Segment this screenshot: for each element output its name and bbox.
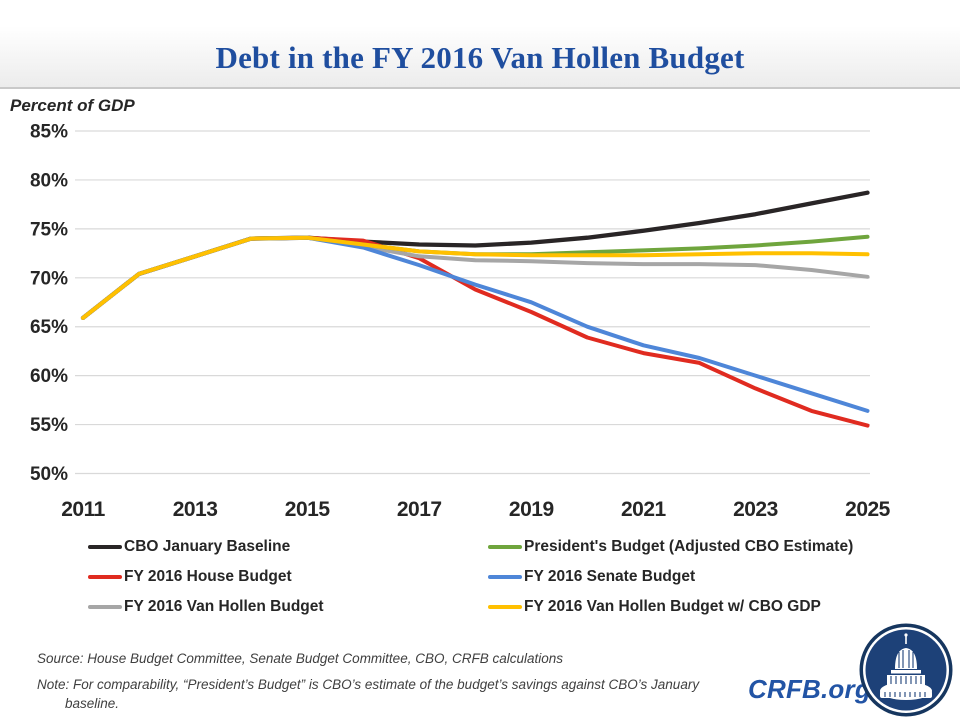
legend-item-president-s-budget-adjusted-cbo-estimate: President's Budget (Adjusted CBO Estimat…	[488, 532, 853, 562]
legend-swatch-fy-2016-van-hollen-budget	[88, 604, 122, 610]
legend-label: FY 2016 Van Hollen Budget	[124, 598, 324, 615]
legend-item-fy-2016-house-budget: FY 2016 House Budget	[88, 562, 324, 592]
legend-item-fy-2016-van-hollen-budget: FY 2016 Van Hollen Budget	[88, 592, 324, 622]
page-title: Debt in the FY 2016 Van Hollen Budget	[215, 40, 745, 75]
y-tick-label-60%: 60%	[30, 366, 68, 387]
x-tick-label-2025: 2025	[845, 498, 891, 521]
y-tick-label-70%: 70%	[30, 268, 68, 289]
x-tick-label-2011: 2011	[61, 498, 105, 521]
x-tick-label-2017: 2017	[397, 498, 442, 521]
legend-label: President's Budget (Adjusted CBO Estimat…	[524, 538, 854, 555]
capitol-columns	[884, 650, 926, 697]
legend-swatch-fy-2016-senate-budget	[488, 574, 522, 580]
series-line-fy-2016-van-hollen-budget-w-cbo-gdp	[81, 235, 870, 320]
legend-swatch-president-s-budget-adjusted-cbo-estimate	[488, 544, 522, 550]
footer: Source: House Budget Committee, Senate B…	[37, 651, 737, 714]
legend-label: FY 2016 Senate Budget	[524, 568, 696, 585]
chart-legend: CBO January Baseline FY 2016 House Budget…	[0, 532, 960, 624]
x-tick-label-2013: 2013	[173, 498, 218, 521]
legend-label: CBO January Baseline	[124, 538, 291, 555]
legend-item-cbo-january-baseline: CBO January Baseline	[88, 532, 324, 562]
legend-item-fy-2016-senate-budget: FY 2016 Senate Budget	[488, 562, 853, 592]
y-tick-label-50%: 50%	[30, 464, 68, 485]
debt-line-chart: 85% 80% 75% 70% 65% 60% 55% 50% 2011 2013 2015 2017…	[30, 122, 891, 522]
crfb-org-wordmark: CRFB.org	[748, 674, 871, 704]
y-tick-label-55%: 55%	[30, 415, 68, 436]
source-text: Source: House Budget Committee, Senate B…	[37, 651, 563, 666]
legend-label: FY 2016 Van Hollen Budget w/ CBO GDP	[524, 598, 821, 615]
slide-header: Debt in the FY 2016 Van Hollen Budget	[0, 0, 960, 89]
y-tick-label-65%: 65%	[30, 317, 68, 338]
legend-item-fy-2016-van-hollen-budget-w-cbo-gdp: FY 2016 Van Hollen Budget w/ CBO GDP	[488, 592, 853, 622]
x-tick-label-2015: 2015	[285, 498, 331, 521]
y-tick-label-80%: 80%	[30, 170, 68, 191]
legend-swatch-cbo-january-baseline	[88, 544, 122, 550]
y-tick-label-75%: 75%	[30, 219, 68, 240]
x-tick-label-2023: 2023	[733, 498, 778, 521]
x-tick-label-2021: 2021	[621, 498, 667, 521]
y-axis-caption: Percent of GDP	[10, 96, 135, 115]
legend-column-left: CBO January Baseline FY 2016 House Budget…	[88, 532, 324, 622]
legend-swatch-fy-2016-house-budget	[88, 574, 122, 580]
y-tick-label-85%: 85%	[30, 122, 68, 143]
legend-column-right: President's Budget (Adjusted CBO Estimat…	[488, 532, 853, 622]
note-text: Note: For comparability, “President’s Bu…	[37, 676, 700, 711]
legend-label: FY 2016 House Budget	[124, 568, 292, 585]
legend-swatch-fy-2016-van-hollen-budget-w-cbo-gdp	[488, 604, 522, 610]
crfb-capitol-logo	[859, 623, 953, 717]
x-tick-label-2019: 2019	[509, 498, 554, 521]
